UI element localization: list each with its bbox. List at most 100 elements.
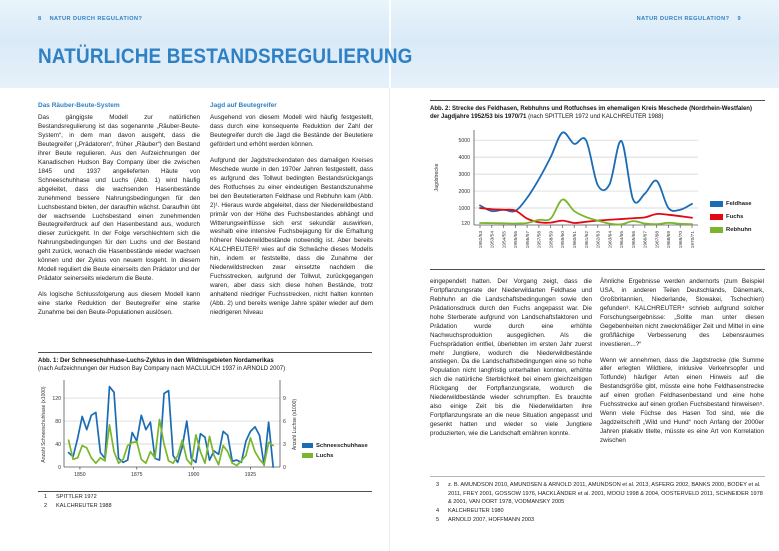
svg-text:Anzahl Schneeschuhhase (x1000): Anzahl Schneeschuhhase (x1000) [41,386,47,462]
legend-label: Schneeschuhhase [316,442,368,449]
svg-text:1963/64: 1963/64 [607,230,613,248]
svg-text:120: 120 [52,396,61,402]
section-heading-jagd-beutegreifer: Jagd auf Beutegreifer [210,102,277,109]
legend-label: Feldhase [726,200,752,207]
figure2-caption-line1: Abb. 2: Strecke des Feldhasen, Rebhuhns … [430,105,765,113]
svg-text:1958/59: 1958/59 [548,230,554,248]
svg-text:1965/66: 1965/66 [631,230,637,248]
figure1-caption-source: (nach Aufzeichnungen der Hudson Bay Comp… [38,366,286,373]
figure2-caption-line2: der Jagdjahre 1952/53 bis 1970/71 (nach … [430,113,765,121]
right-page-column-2: Ähnliche Ergebnisse werden andernorts (z… [600,278,764,453]
svg-text:0: 0 [58,465,61,471]
svg-text:3000: 3000 [458,172,470,178]
right-page-column-1: eingependelt hatten. Der Vorgang zeigt, … [430,278,592,446]
svg-text:2000: 2000 [458,189,470,195]
footnote: 2 KALCHREUTER 1988 [44,502,372,511]
svg-text:1850: 1850 [74,472,86,478]
svg-text:1969/70: 1969/70 [678,230,684,248]
footnotes-right: 3 z. B. AMUNDSON 2010, AMUNDSEN & ARNOLD… [436,481,765,524]
footnote-number: 1 [44,494,48,500]
figure1-chart: 0 0 40 3 80 6 120 9 1850 1875 1900 1925 Anzahl Schne… [38,377,372,488]
footnote-text: KALCHREUTER 1980 [448,507,504,514]
game-bag-line-chart: 120 1000 2000 3000 4000 5000 1952/53 1953/54 195… [434,129,698,248]
svg-text:1959/60: 1959/60 [560,230,566,248]
footnote-separator-right [430,476,765,477]
running-header-right: NATUR DURCH REGULATION? 9 [637,16,741,22]
svg-text:1000: 1000 [458,206,470,212]
figure1-caption-bold: Abb. 1: Der Schneeschuhhase-Luchs-Zyklus… [38,358,274,364]
footnote-number: 5 [436,516,440,523]
svg-text:80: 80 [55,419,61,425]
left-page-column-2: Jagd auf Beutegreifer Ausgehend von dies… [210,101,373,325]
running-header-left: 8 NATUR DURCH REGULATION? [38,16,142,22]
legend-item-luchs: Luchs [302,453,368,459]
footnote: 1 SPITTLER 1972 [44,493,372,502]
running-title-left: NATUR DURCH REGULATION? [49,16,143,22]
svg-text:3: 3 [283,442,286,448]
legend-item-feldhase: Feldhase [710,200,752,207]
footnote-number: 3 [436,482,440,488]
svg-text:1957/58: 1957/58 [537,230,543,248]
body-paragraph: Ähnliche Ergebnisse werden andernorts (z… [600,278,764,348]
svg-text:1953/54: 1953/54 [490,230,496,248]
svg-text:6: 6 [283,419,286,425]
footnote-text: ARNOLD 2007, HOFFMANN 2003 [448,516,535,523]
footnote-number: 2 [44,502,48,509]
svg-text:1925: 1925 [245,472,257,478]
figure1-legend: Schneeschuhhase Luchs [302,443,368,463]
legend-swatch-blue [710,200,723,207]
legend-swatch-blue [302,443,313,449]
svg-text:5000: 5000 [458,138,470,144]
svg-text:1956/57: 1956/57 [525,230,531,248]
figure-abb1: Abb. 1: Der Schneeschuhhase-Luchs-Zyklus… [38,352,372,492]
svg-text:1955/56: 1955/56 [513,230,519,248]
svg-text:1968/69: 1968/69 [666,230,672,248]
legend-item-schneeschuhhase: Schneeschuhhase [302,443,368,449]
body-paragraph: Wenn wir annehmen, dass die Jagdstrecke … [600,356,764,444]
body-paragraph: eingependelt hatten. Der Vorgang zeigt, … [430,278,592,437]
page-gutter [389,0,391,88]
footnote-text: KALCHREUTER 1988 [56,502,112,509]
section-heading-raeuber-beute: Das Räuber-Beute-System [38,102,120,109]
footnote: 5 ARNOLD 2007, HOFFMANN 2003 [436,516,765,525]
page-number-left: 8 [38,16,42,22]
svg-text:Anzahl Luchse (x1000): Anzahl Luchse (x1000) [292,398,298,449]
legend-swatch-red [710,213,723,220]
figure2-chart: 120 1000 2000 3000 4000 5000 1952/53 1953/54 195… [430,125,765,266]
svg-text:1875: 1875 [131,472,143,478]
svg-text:40: 40 [55,442,61,448]
legend-swatch-green [302,453,313,459]
footnote-text: z. B. AMUNDSON 2010, AMUNDSEN & ARNOLD 2… [448,482,763,506]
body-paragraph: Das gängigste Modell zur natürlichen Bes… [38,114,200,283]
svg-text:120: 120 [461,221,470,227]
footnote-text: SPITTLER 1972 [56,494,97,500]
svg-text:1964/65: 1964/65 [619,230,625,248]
body-paragraph: Aufgrund der Jagdstreckendaten des damal… [210,156,373,316]
figure2-caption-source: (nach SPITTLER 1972 und KALCHREUTER 1988… [526,114,664,121]
svg-text:1970/71: 1970/71 [690,230,696,248]
page-gutter-lower [389,88,390,551]
figure2-legend: Feldhase Fuchs Rebhuhn [710,200,752,240]
svg-text:1954/55: 1954/55 [501,230,507,248]
footnote: 3 z. B. AMUNDSON 2010, AMUNDSEN & ARNOLD… [436,481,765,507]
svg-text:1960/61: 1960/61 [572,230,578,248]
legend-swatch-green [710,226,723,233]
svg-text:1952/53: 1952/53 [478,230,484,248]
svg-text:1967/68: 1967/68 [654,230,660,248]
figure-abb2: Abb. 2: Strecke des Feldhasen, Rebhuhns … [430,100,765,270]
svg-text:4000: 4000 [458,155,470,161]
left-page-column-1: Das Räuber-Beute-System Das gängigste Mo… [38,101,200,325]
svg-text:1962/63: 1962/63 [596,230,602,248]
figure2-caption-bold: Abb. 2: Strecke des Feldhasen, Rebhuhns … [430,106,752,112]
hare-lynx-line-chart: 0 0 40 3 80 6 120 9 1850 1875 1900 1925 Anzahl Schne… [41,379,298,478]
footnote: 4 KALCHREUTER 1980 [436,507,765,516]
footnote-number: 4 [436,507,440,514]
svg-text:Jagdstrecke: Jagdstrecke [434,163,440,191]
legend-label: Rebhuhn [726,226,752,233]
running-title-right: NATUR DURCH REGULATION? [636,16,730,22]
figure2-caption-bold2: der Jagdjahre 1952/53 bis 1970/71 [430,114,527,121]
svg-text:9: 9 [283,396,286,402]
body-paragraph: Ausgehend von diesem Modell wird häufig … [210,114,373,149]
legend-label: Luchs [316,452,334,459]
svg-text:0: 0 [283,465,286,471]
